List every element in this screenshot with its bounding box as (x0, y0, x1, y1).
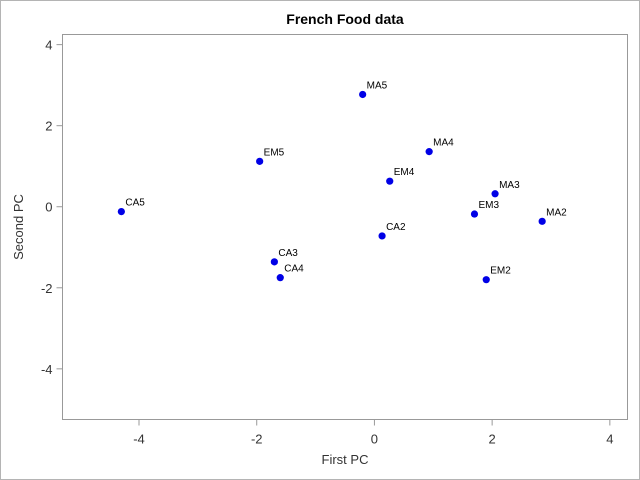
plot-area (62, 34, 628, 420)
x-axis: -4 -2 0 2 4 (133, 419, 613, 447)
data-point (386, 177, 394, 185)
data-point (425, 148, 433, 156)
x-axis-label: First PC (322, 452, 369, 467)
data-point-label: EM2 (490, 266, 511, 277)
y-tick-label: 4 (45, 38, 52, 53)
data-point (482, 276, 490, 284)
x-tick-label: 0 (371, 432, 378, 447)
data-point (538, 217, 546, 225)
y-tick-label: 2 (45, 119, 52, 134)
y-tick-label: 0 (45, 200, 52, 215)
data-point (117, 208, 125, 216)
y-tick-label: -4 (41, 362, 53, 377)
x-tick-label: 4 (606, 432, 613, 447)
data-point (270, 258, 278, 266)
x-tick-label: -2 (251, 432, 263, 447)
data-point-label: EM4 (394, 167, 415, 178)
data-point-label: MA4 (433, 138, 454, 149)
x-tick-label: 2 (489, 432, 496, 447)
y-axis: -4 -2 0 2 4 (41, 38, 63, 377)
data-point (359, 90, 367, 99)
data-point-label: CA3 (278, 248, 298, 259)
data-point-label: MA3 (499, 180, 520, 191)
chart-title: French Food data (286, 11, 404, 27)
data-points: MA5 MA4 EM5 EM4 MA3 CA5 EM3 MA2 CA2 CA3 CA4 EM2 (117, 80, 567, 284)
data-point-label: MA5 (367, 80, 388, 91)
data-point-label: EM3 (478, 200, 499, 211)
y-axis-label: Second PC (11, 194, 26, 260)
data-point-label: EM5 (264, 147, 285, 158)
y-tick-label: -2 (41, 281, 53, 296)
data-point-label: CA5 (125, 198, 145, 209)
data-point (378, 232, 386, 240)
data-point (491, 190, 499, 198)
x-tick-label: -4 (133, 432, 145, 447)
data-point-label: CA4 (284, 264, 304, 275)
data-point (470, 210, 479, 218)
data-point-label: MA2 (546, 207, 567, 218)
data-point (276, 274, 284, 282)
data-point-label: CA2 (386, 222, 406, 233)
data-point (256, 157, 264, 165)
